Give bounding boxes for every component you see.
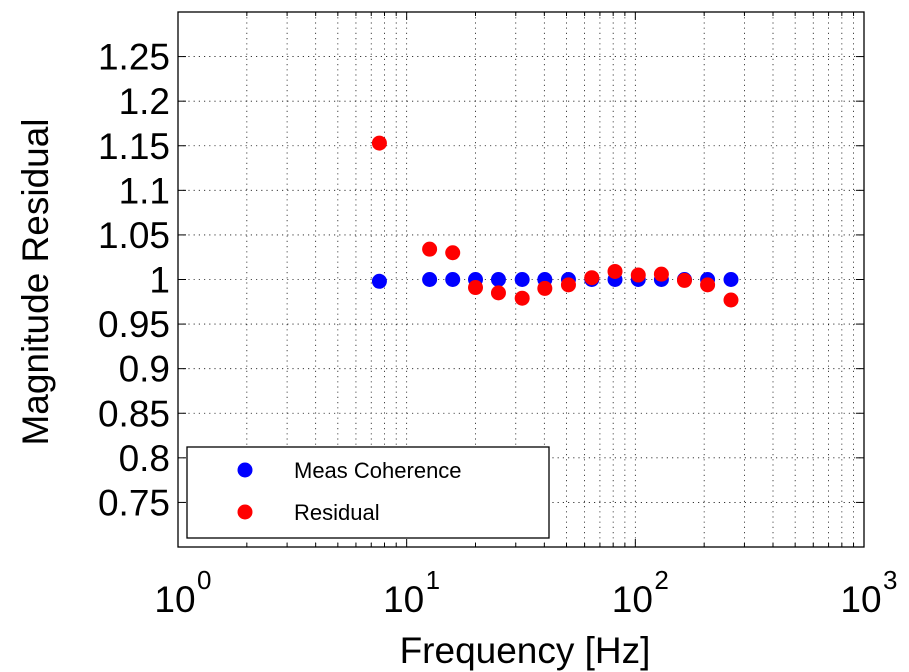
y-tick-label: 0.75	[98, 482, 170, 523]
y-tick-label: 1.2	[119, 81, 170, 122]
y-tick-label: 1.25	[98, 37, 170, 78]
x-tick-label: 10 2	[612, 565, 669, 620]
x-tick-label-exponent: 1	[426, 565, 440, 595]
legend-marker-residual	[237, 504, 253, 520]
point-residual	[514, 290, 530, 306]
legend-box	[186, 446, 550, 539]
x-tick-labels: 10 0 10 1 10 2 10 3	[154, 565, 897, 620]
plot-frame	[177, 11, 865, 548]
x-tick-label-exponent: 0	[197, 565, 211, 595]
point-residual	[630, 267, 646, 283]
point-residual	[490, 285, 506, 301]
legend-label-residual: Residual	[294, 500, 380, 525]
point-meas-coherence	[514, 272, 530, 287]
point-residual	[676, 272, 692, 288]
x-tick-label-base: 10	[840, 579, 881, 620]
y-tick-label: 0.95	[98, 304, 170, 345]
point-residual	[700, 277, 716, 293]
point-meas-coherence	[422, 272, 438, 287]
y-axis-label: Magnitude Residual	[15, 118, 56, 445]
y-tick-label: 1	[149, 260, 170, 301]
point-residual	[537, 280, 553, 296]
x-tick-label: 10 0	[154, 565, 211, 620]
y-tick-label: 1.15	[98, 126, 170, 167]
legend: Meas Coherence Residual	[186, 446, 550, 539]
grid	[178, 12, 864, 547]
x-tick-label-base: 10	[612, 579, 653, 620]
x-tick-label: 10 1	[383, 565, 440, 620]
x-tick-label-exponent: 2	[654, 565, 668, 595]
point-residual	[607, 263, 623, 279]
point-meas-coherence	[371, 273, 387, 289]
point-meas-coherence	[723, 272, 739, 287]
point-residual	[371, 135, 387, 151]
legend-label-meas-coherence: Meas Coherence	[294, 458, 462, 483]
point-residual	[560, 277, 576, 293]
y-tick-label: 0.9	[119, 349, 170, 390]
point-residual	[584, 270, 600, 286]
x-axis-label: Frequency [Hz]	[400, 630, 651, 671]
point-residual	[723, 292, 739, 308]
point-residual	[445, 245, 461, 261]
y-tick-label: 1.1	[119, 170, 170, 211]
y-tick-label: 0.85	[98, 393, 170, 434]
y-tick-label: 0.8	[119, 438, 170, 479]
legend-marker-meas-coherence	[237, 462, 253, 478]
point-meas-coherence	[445, 272, 461, 287]
x-tick-label: 10 3	[840, 565, 897, 620]
point-residual	[653, 266, 669, 282]
x-tick-label-exponent: 3	[883, 565, 897, 595]
point-residual	[422, 241, 438, 257]
x-tick-label-base: 10	[383, 579, 424, 620]
x-tick-label-base: 10	[154, 579, 195, 620]
point-residual	[468, 280, 484, 296]
point-meas-coherence	[490, 272, 506, 287]
y-tick-label: 1.05	[98, 215, 170, 256]
data-points	[371, 135, 739, 308]
